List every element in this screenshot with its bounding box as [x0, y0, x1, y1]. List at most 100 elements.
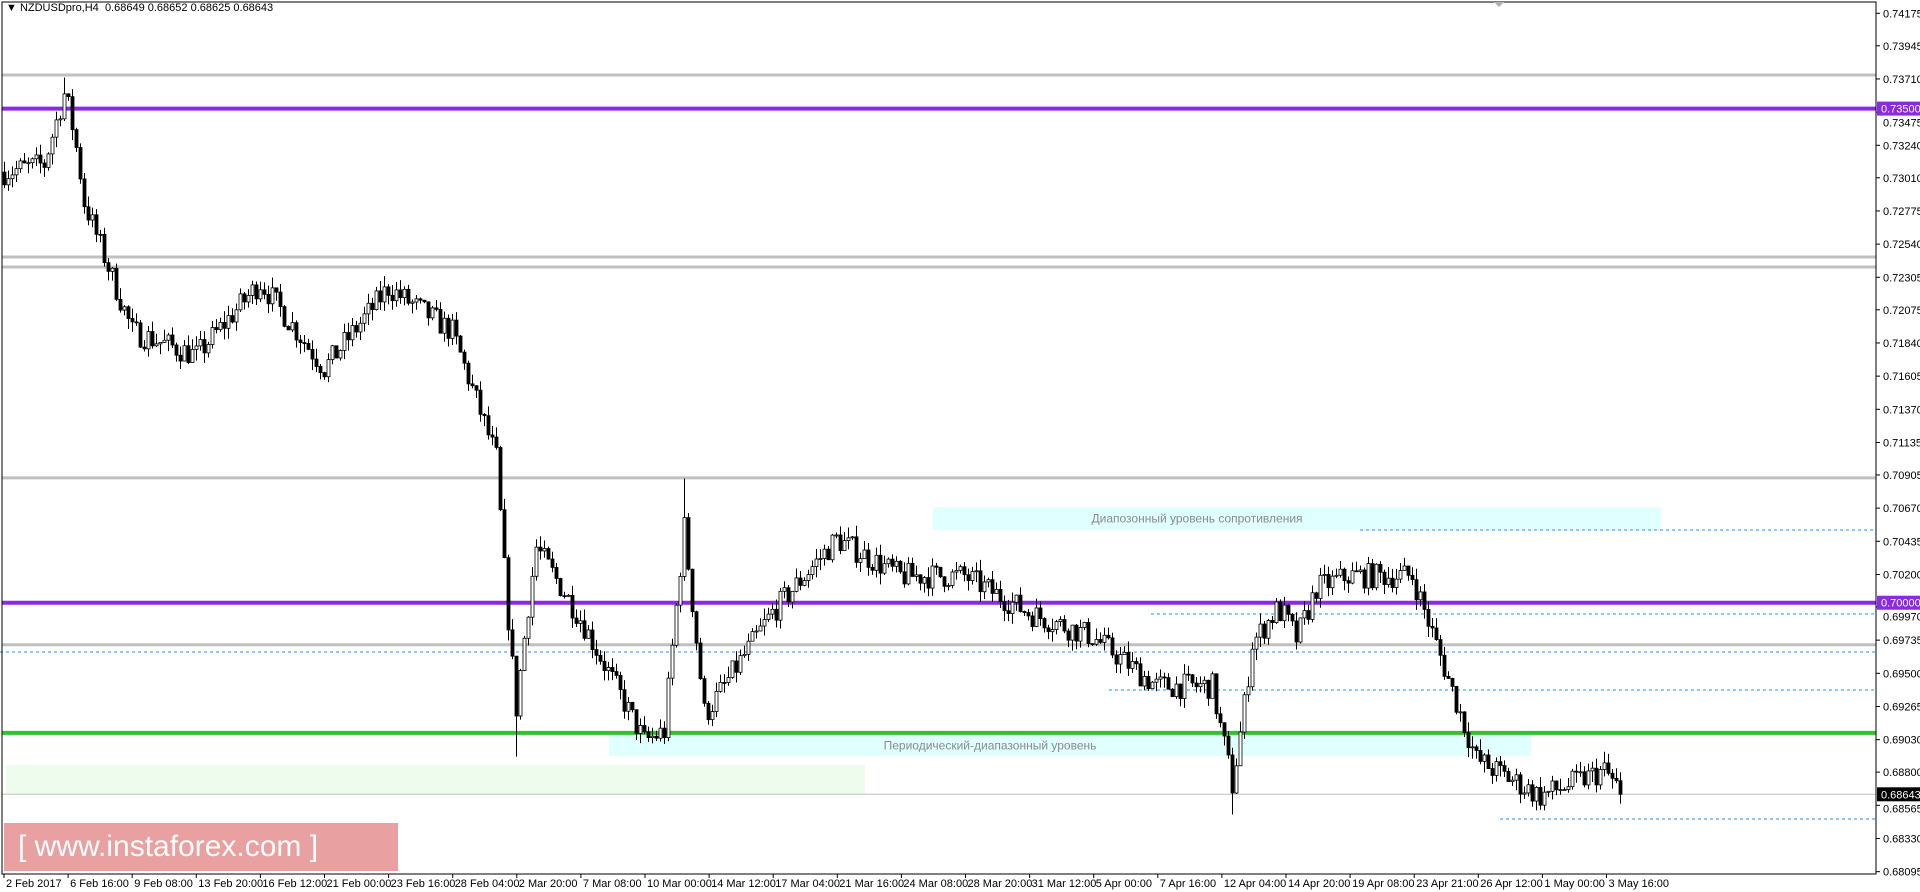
candle — [1394, 568, 1399, 595]
bull-candle-body — [862, 549, 867, 560]
candle — [694, 610, 699, 651]
candle — [1570, 768, 1575, 790]
candle — [322, 371, 327, 380]
time-tick-label: 21 Mar 16:00 — [839, 878, 904, 890]
candle — [830, 533, 835, 563]
candle — [706, 701, 711, 725]
bear-candle-body — [1422, 591, 1427, 610]
candle — [1314, 591, 1319, 604]
bear-candle-body — [1006, 610, 1011, 614]
candle — [162, 329, 167, 343]
bear-candle-body — [22, 160, 27, 164]
bull-candle-body — [1234, 765, 1239, 794]
bear-candle-body — [98, 233, 103, 236]
bull-candle-body — [682, 517, 687, 577]
candle — [250, 280, 255, 304]
candle — [1066, 628, 1071, 648]
candle — [1198, 676, 1203, 693]
candle — [1038, 601, 1043, 626]
bull-candle-body — [1322, 574, 1327, 576]
candle — [1050, 618, 1055, 642]
bear-candle-body — [1222, 722, 1227, 737]
candle — [214, 319, 219, 334]
bear-candle-body — [502, 509, 507, 559]
price-label-box — [1877, 101, 1920, 116]
bear-candle-body — [482, 413, 487, 417]
candle — [1022, 610, 1027, 616]
candle — [630, 701, 635, 713]
bear-candle-body — [434, 307, 439, 310]
bear-candle-body — [138, 322, 143, 348]
candle — [198, 330, 203, 351]
candle — [974, 562, 979, 583]
bear-candle-body — [978, 570, 983, 593]
candle — [954, 561, 959, 580]
bear-candle-body — [610, 667, 615, 672]
price-tick-label: 0.69970 — [1883, 612, 1920, 624]
bull-candle-body — [1082, 622, 1087, 628]
bear-candle-body — [1030, 615, 1035, 627]
price-tick-label: 0.71605 — [1883, 371, 1920, 383]
price-tick-label: 0.68330 — [1883, 833, 1920, 845]
bear-candle-body — [786, 587, 791, 603]
bear-candle-body — [490, 434, 495, 438]
bull-candle-body — [518, 670, 523, 717]
bear-candle-body — [934, 565, 939, 568]
bear-candle-body — [1290, 613, 1295, 622]
bull-candle-body — [666, 677, 671, 739]
bull-candle-body — [790, 590, 795, 603]
candle — [1154, 672, 1159, 692]
candle — [738, 649, 743, 675]
candle — [190, 339, 195, 363]
bear-candle-body — [630, 701, 635, 711]
bear-candle-body — [506, 557, 511, 631]
candle — [66, 93, 71, 101]
bear-candle-body — [1414, 579, 1419, 601]
bull-candle-body — [970, 571, 975, 581]
candle — [622, 680, 627, 719]
bear-candle-body — [318, 366, 323, 373]
candle — [1142, 670, 1147, 691]
time-tick-label: 16 Feb 12:00 — [262, 878, 327, 890]
bear-candle-body — [694, 611, 699, 644]
bear-candle-body — [454, 319, 459, 337]
bull-candle-body — [730, 660, 735, 678]
candle — [310, 340, 315, 371]
candle — [226, 305, 231, 339]
chart-shift-marker-icon — [1494, 2, 1504, 7]
candle — [1478, 739, 1483, 765]
candle — [482, 413, 487, 427]
bear-candle-body — [298, 339, 303, 343]
chart-title: ▼ NZDUSDpro,H4 0.68649 0.68652 0.68625 0… — [6, 2, 273, 14]
candle — [1526, 779, 1531, 797]
triangle-down-icon[interactable]: ▼ — [6, 2, 20, 14]
price-tick-label: 0.69735 — [1883, 635, 1920, 647]
bear-candle-body — [306, 343, 311, 350]
candle — [1226, 731, 1231, 759]
candle — [1082, 621, 1087, 631]
candle — [1510, 776, 1515, 786]
candle — [526, 616, 531, 646]
bear-candle-body — [378, 290, 383, 303]
bear-candle-body — [282, 306, 287, 327]
candle — [354, 320, 359, 338]
candle — [342, 323, 347, 360]
bear-candle-body — [1066, 630, 1071, 641]
candle — [362, 306, 367, 332]
bull-candle-body — [1242, 694, 1247, 733]
bull-candle-body — [218, 322, 223, 331]
candle — [1230, 747, 1235, 815]
candle — [406, 284, 411, 306]
candle — [1194, 677, 1199, 693]
bear-candle-body — [706, 702, 711, 721]
candle — [1418, 586, 1423, 607]
bear-candle-body — [1354, 570, 1359, 573]
candle — [34, 147, 39, 167]
bear-candle-body — [254, 284, 259, 300]
candle — [1522, 786, 1527, 799]
bear-candle-body — [106, 262, 111, 272]
candle — [1422, 584, 1427, 619]
bear-candle-body — [1110, 637, 1115, 656]
bull-candle-body — [338, 350, 343, 359]
